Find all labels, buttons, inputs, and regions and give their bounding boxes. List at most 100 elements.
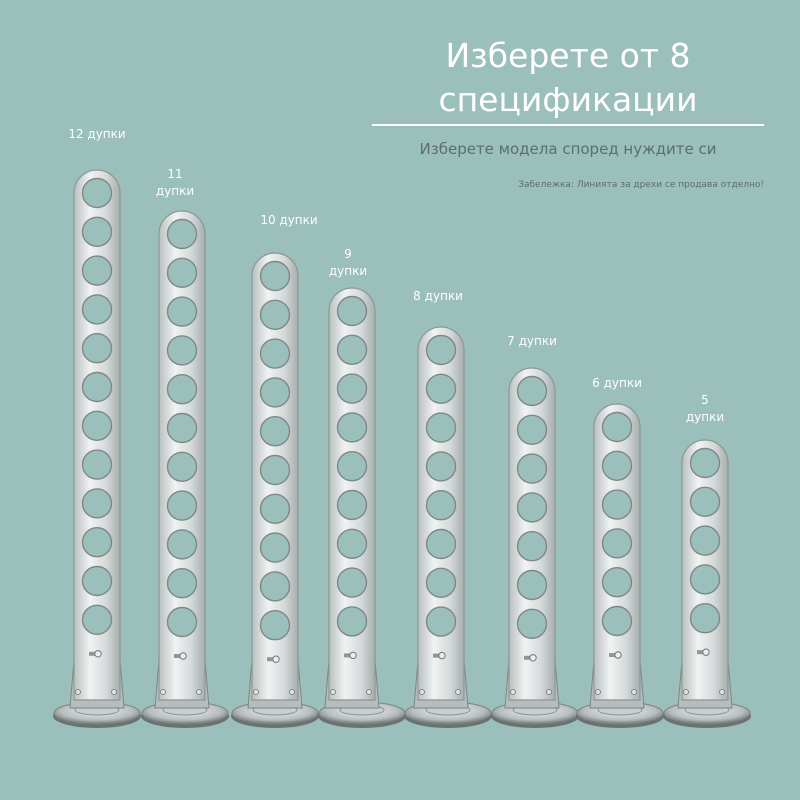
rack-hole bbox=[166, 451, 198, 482]
rivet bbox=[546, 689, 552, 695]
rack-hole bbox=[689, 486, 721, 517]
rack-pin-head bbox=[272, 655, 280, 663]
model-label-11: 11 дупки bbox=[135, 166, 215, 200]
rack-9 bbox=[318, 287, 406, 728]
rack-hole bbox=[425, 412, 457, 443]
model-label-line: дупки bbox=[155, 184, 195, 198]
rivet bbox=[455, 689, 461, 695]
rack-hole bbox=[516, 492, 548, 523]
rack-pin-head bbox=[702, 648, 710, 656]
rack-pin bbox=[609, 653, 618, 657]
model-label-line: 5 bbox=[701, 393, 709, 407]
model-label-line: 11 bbox=[167, 167, 183, 181]
rack-hole bbox=[166, 606, 198, 638]
model-label-7: 7 дупки bbox=[492, 333, 572, 350]
rack-8 bbox=[404, 326, 492, 728]
rack-hole bbox=[336, 295, 368, 327]
rack-hole bbox=[259, 416, 291, 447]
rack-hole bbox=[259, 532, 291, 563]
rack-10 bbox=[231, 252, 319, 728]
rack-hole bbox=[166, 335, 198, 366]
rack-hole bbox=[259, 377, 291, 408]
rack-hole bbox=[336, 373, 368, 404]
rack-hole bbox=[689, 603, 721, 634]
rack-hole bbox=[81, 177, 113, 209]
rack-pin bbox=[524, 655, 533, 660]
rack-hole bbox=[689, 564, 721, 595]
rack-hole bbox=[259, 610, 291, 641]
model-label-line: 9 bbox=[344, 247, 352, 261]
model-label-8: 8 дупки bbox=[398, 288, 478, 305]
rack-hole bbox=[259, 299, 291, 330]
rack-hole bbox=[81, 604, 113, 635]
rack-hole bbox=[81, 488, 113, 519]
rack-12 bbox=[53, 169, 141, 728]
rivet bbox=[595, 689, 601, 695]
rack-pin bbox=[267, 657, 276, 662]
rivet bbox=[160, 689, 166, 695]
rack-hole bbox=[166, 529, 198, 560]
rivet bbox=[719, 689, 725, 695]
rack-hole bbox=[166, 568, 198, 599]
rack-hole bbox=[336, 489, 368, 521]
rack-pin-head bbox=[438, 651, 446, 660]
rack-hole bbox=[425, 606, 457, 637]
model-label-line: 8 дупки bbox=[413, 289, 463, 303]
rack-hole bbox=[81, 255, 113, 286]
rack-hole bbox=[601, 411, 633, 443]
model-label-9: 9 дупки bbox=[308, 246, 388, 280]
note: Забележка: Линията за дрехи се продава о… bbox=[518, 180, 764, 190]
rack-hole bbox=[601, 605, 633, 637]
rack-hole bbox=[81, 216, 113, 248]
rivet bbox=[366, 689, 372, 695]
title-line-1: Изберете от 8 bbox=[445, 36, 691, 75]
rack-pin bbox=[697, 650, 706, 655]
rack-hole bbox=[425, 451, 457, 482]
rack-pin-head bbox=[349, 651, 357, 660]
rack-hole bbox=[81, 410, 113, 441]
rack-hole bbox=[516, 531, 548, 562]
rack-hole bbox=[166, 296, 198, 327]
rack-pin bbox=[89, 651, 98, 656]
rivet bbox=[683, 689, 689, 695]
rack-hole bbox=[259, 571, 291, 602]
rack-hole bbox=[166, 412, 198, 444]
rack-hole bbox=[425, 490, 457, 521]
rack-hole bbox=[259, 493, 291, 524]
rivet bbox=[510, 689, 516, 695]
rack-hole bbox=[166, 490, 198, 521]
rack-pin-head bbox=[529, 654, 537, 662]
rivet bbox=[419, 689, 425, 695]
rack-hole bbox=[259, 338, 291, 369]
model-label-line: 10 дупки bbox=[260, 213, 318, 227]
rack-hole bbox=[166, 374, 198, 405]
rack-7 bbox=[491, 367, 579, 728]
rack-pin bbox=[174, 654, 183, 658]
rack-hole bbox=[336, 606, 368, 637]
rack-hole bbox=[516, 453, 548, 484]
rack-5 bbox=[663, 439, 751, 728]
rack-hole bbox=[81, 294, 113, 325]
model-label-line: дупки bbox=[685, 410, 725, 424]
rack-hole bbox=[601, 450, 633, 481]
title-line-2: спецификации bbox=[438, 80, 698, 119]
rivet bbox=[75, 689, 81, 695]
rack-hole bbox=[425, 334, 457, 366]
rack-pin bbox=[344, 653, 353, 658]
rack-hole bbox=[81, 371, 113, 403]
rack-pin bbox=[433, 653, 442, 658]
rack-hole bbox=[516, 375, 548, 407]
rack-6 bbox=[576, 403, 664, 728]
rack-hole bbox=[336, 567, 368, 598]
rack-hole bbox=[425, 567, 457, 598]
rack-hole bbox=[259, 260, 291, 292]
rack-hole bbox=[689, 525, 721, 556]
rack-pin-head bbox=[179, 652, 187, 660]
rack-pin-head bbox=[94, 650, 102, 658]
subtitle: Изберете модела според нуждите си bbox=[419, 140, 717, 158]
rivet bbox=[330, 689, 336, 695]
rack-hole bbox=[516, 414, 548, 445]
rack-pin-head bbox=[614, 651, 622, 659]
rack-hole bbox=[259, 454, 291, 486]
rivet bbox=[289, 689, 295, 695]
